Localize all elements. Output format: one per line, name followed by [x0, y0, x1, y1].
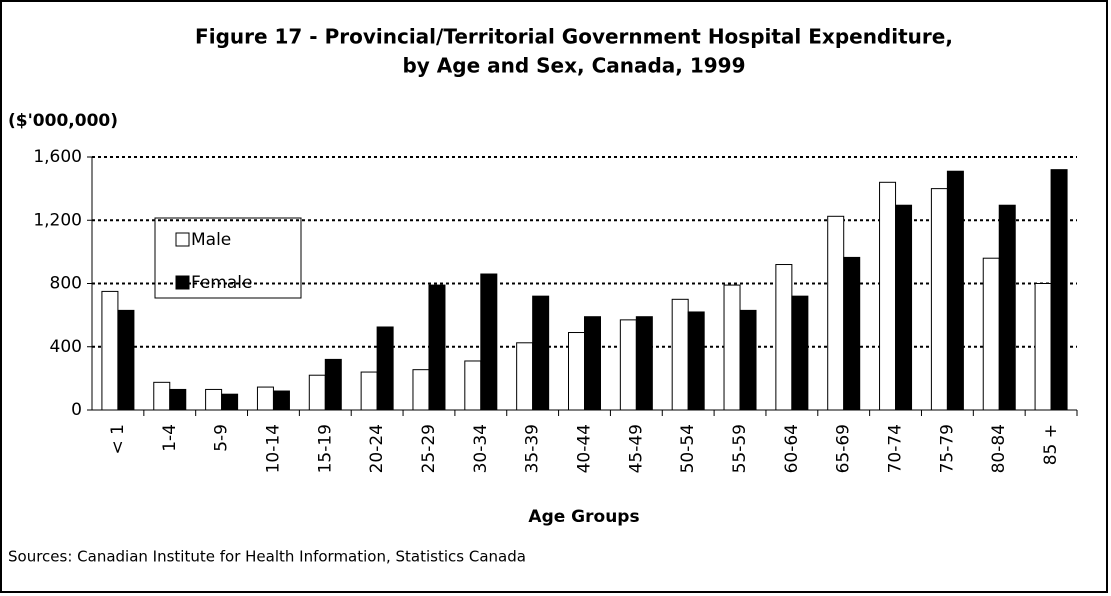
bar [153, 381, 171, 411]
bar [635, 316, 653, 411]
x-axis-label: Age Groups [528, 507, 639, 527]
bar [532, 295, 550, 411]
legend-swatch [175, 275, 190, 290]
bar [827, 215, 845, 411]
bar [1034, 283, 1052, 411]
x-tick-label: 55-59 [730, 424, 750, 473]
bar [101, 290, 119, 411]
x-tick-label: 80-84 [989, 424, 1009, 473]
x-tick-label: 60-64 [782, 424, 802, 473]
bar [308, 374, 326, 411]
y-tick-label: 1,600 [33, 147, 82, 167]
bar [412, 369, 430, 411]
bar [998, 204, 1016, 411]
bar [946, 170, 964, 411]
bar [619, 319, 637, 411]
bar [205, 388, 223, 411]
bar [671, 298, 689, 411]
legend-label: Male [191, 230, 231, 250]
bar [464, 360, 482, 411]
bar [791, 295, 809, 411]
x-tick-label: 35-39 [523, 424, 543, 473]
x-tick-label: < 1 [108, 424, 128, 454]
x-tick-label: 50-54 [678, 424, 698, 473]
bar [895, 204, 913, 411]
bar [480, 273, 498, 411]
y-tick-label: 1,200 [33, 210, 82, 230]
legend-label: Female [191, 273, 252, 293]
x-tick-label: 10-14 [263, 424, 283, 473]
bar [376, 326, 394, 411]
bar [221, 393, 239, 411]
bar [687, 311, 705, 411]
bar [775, 264, 793, 411]
bar [117, 309, 135, 411]
bar [843, 256, 861, 411]
bar [360, 371, 378, 411]
x-tick-label: 30-34 [471, 424, 491, 473]
x-tick-label: 85 + [1041, 424, 1061, 465]
bar [272, 390, 290, 411]
x-tick-label: 40-44 [575, 424, 595, 473]
bar [584, 316, 601, 411]
bar [879, 181, 897, 411]
bar [324, 358, 342, 411]
bar [568, 332, 585, 411]
bar [516, 342, 534, 411]
x-tick-label: 25-29 [419, 424, 439, 473]
bar [428, 284, 446, 411]
x-tick-label: 15-19 [315, 424, 335, 473]
bar [256, 386, 274, 411]
chart-title: by Age and Sex, Canada, 1999 [402, 54, 745, 78]
x-tick-label: 65-69 [834, 424, 854, 473]
x-tick-label: 45-49 [626, 424, 646, 473]
y-tick-label: 400 [50, 337, 82, 357]
bar [169, 388, 187, 411]
x-tick-label: 5-9 [212, 424, 232, 452]
source: Sources: Canadian Institute for Health I… [8, 548, 526, 566]
x-tick-label: 70-74 [886, 424, 906, 473]
bar [723, 284, 741, 411]
x-tick-label: 1-4 [160, 424, 180, 452]
bar [930, 188, 948, 411]
bar [1050, 169, 1068, 411]
bar [982, 257, 1000, 411]
bar [739, 309, 757, 411]
x-tick-label: 20-24 [367, 424, 387, 473]
y-axis-label: ($'000,000) [8, 111, 118, 131]
chart-title: Figure 17 - Provincial/Territorial Gover… [195, 25, 953, 49]
y-tick-label: 0 [71, 400, 82, 420]
legend-swatch [175, 232, 190, 247]
y-tick-label: 800 [50, 274, 82, 294]
x-tick-label: 75-79 [937, 424, 957, 473]
